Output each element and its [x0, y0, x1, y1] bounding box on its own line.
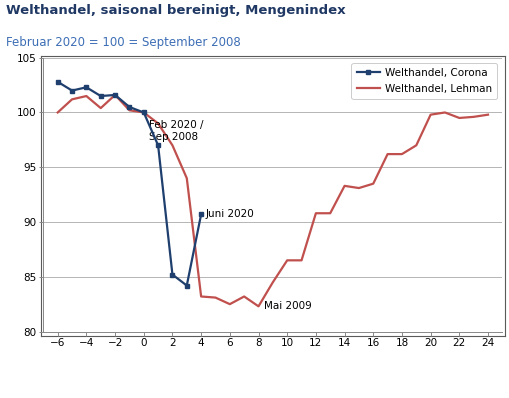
Text: Feb 2020 /
Sep 2008: Feb 2020 / Sep 2008: [149, 120, 203, 142]
Text: Juni 2020: Juni 2020: [205, 209, 253, 219]
Text: Mai 2009: Mai 2009: [264, 301, 312, 311]
Text: Quelle:CPB Netherlands Bureau for Economic Policy Analysis, eigene Berechnungen : Quelle:CPB Netherlands Bureau for Econom…: [6, 377, 442, 386]
Text: Welthandel, saisonal bereinigt, Mengenindex: Welthandel, saisonal bereinigt, Mengenin…: [6, 4, 345, 17]
Legend: Welthandel, Corona, Welthandel, Lehman: Welthandel, Corona, Welthandel, Lehman: [351, 63, 496, 99]
Text: Februar 2020 = 100 = September 2008: Februar 2020 = 100 = September 2008: [6, 36, 240, 49]
